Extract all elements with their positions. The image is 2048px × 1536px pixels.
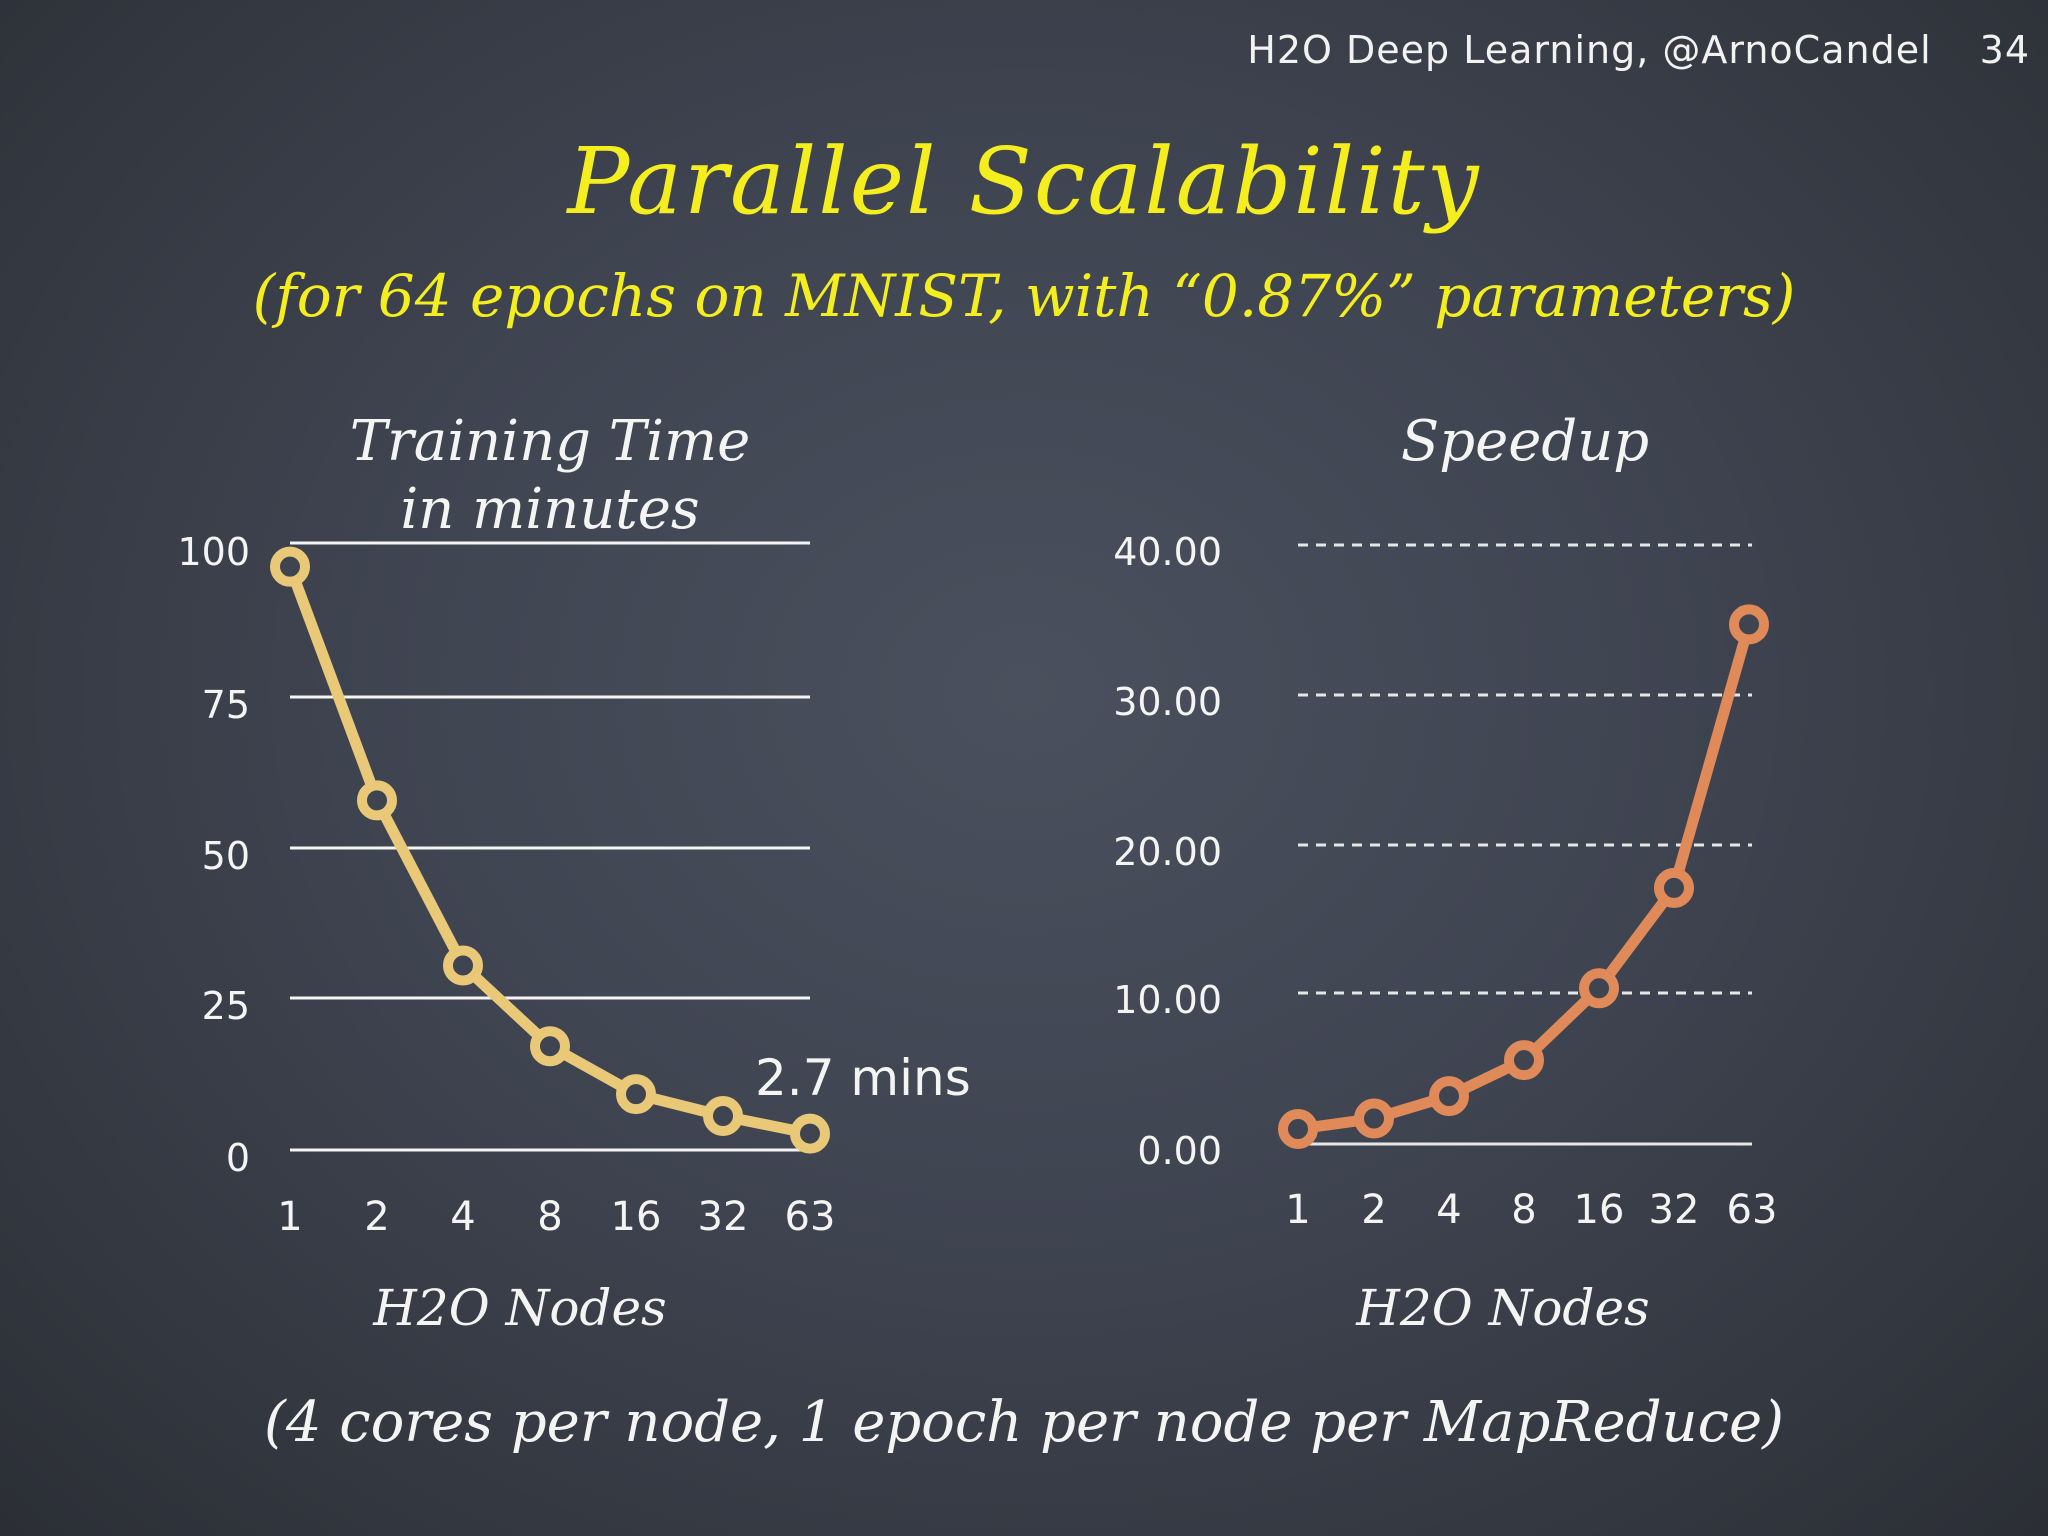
x-tick: 4 — [450, 1194, 475, 1240]
footnote: (4 cores per node, 1 epoch per node per … — [264, 1390, 1784, 1455]
data-point-marker — [1429, 1076, 1469, 1117]
slide-header: H2O Deep Learning, @ArnoCandel 34 — [1247, 28, 2030, 72]
slide-title: Parallel Scalability — [567, 128, 1481, 235]
training-time-series — [270, 546, 830, 1154]
data-point-marker — [1354, 1098, 1394, 1139]
data-point-marker — [443, 945, 483, 986]
x-tick: 1 — [277, 1194, 302, 1240]
speedup-gridlines — [1298, 543, 1752, 1146]
speedup-chart: 40.00 30.00 20.00 10.00 0.00 1 2 4 8 16 … — [1113, 530, 1777, 1337]
training-time-title-line2: in minutes — [400, 477, 700, 542]
final-time-annotation: 2.7 mins — [755, 1049, 971, 1107]
speedup-x-axis: 1 2 4 8 16 32 63 — [1285, 1187, 1777, 1233]
x-tick: 8 — [537, 1194, 562, 1240]
y-tick: 20.00 — [1113, 830, 1222, 874]
training-time-x-axis-title: H2O Nodes — [372, 1279, 666, 1337]
x-tick: 32 — [1649, 1187, 1700, 1233]
training-time-y-axis: 100 75 50 25 0 — [177, 530, 250, 1180]
x-tick: 8 — [1511, 1187, 1536, 1233]
x-tick: 1 — [1285, 1187, 1310, 1233]
training-time-title-line1: Training Time — [349, 409, 751, 474]
data-point-marker — [357, 780, 397, 821]
data-point-marker — [703, 1096, 743, 1137]
data-point-marker — [1504, 1040, 1544, 1081]
x-tick: 16 — [611, 1194, 662, 1240]
data-point-marker — [616, 1074, 656, 1115]
attribution: H2O Deep Learning, @ArnoCandel — [1247, 28, 1932, 72]
x-tick: 63 — [785, 1194, 836, 1240]
x-tick: 16 — [1574, 1187, 1625, 1233]
slide-subtitle: (for 64 epochs on MNIST, with “0.87%” pa… — [252, 262, 1796, 330]
slide-number: 34 — [1979, 28, 2030, 72]
data-point-marker — [530, 1026, 570, 1067]
speedup-chart-title: Speedup — [1400, 409, 1650, 474]
data-point-marker — [790, 1113, 830, 1154]
x-tick: 2 — [1361, 1187, 1386, 1233]
y-tick: 40.00 — [1113, 530, 1222, 574]
y-tick: 75 — [202, 683, 250, 727]
speedup-series — [1278, 604, 1769, 1150]
data-point-marker — [1579, 968, 1619, 1009]
data-point-marker — [1729, 604, 1769, 645]
speedup-x-axis-title: H2O Nodes — [1355, 1279, 1649, 1337]
x-tick: 4 — [1436, 1187, 1461, 1233]
y-tick: 25 — [202, 984, 250, 1028]
training-time-x-axis: 1 2 4 8 16 32 63 — [277, 1194, 835, 1240]
y-tick: 0.00 — [1137, 1129, 1222, 1173]
x-tick: 63 — [1727, 1187, 1778, 1233]
training-time-gridlines — [290, 541, 810, 1152]
data-point-marker — [270, 546, 310, 587]
y-tick: 30.00 — [1113, 680, 1222, 724]
x-tick: 32 — [698, 1194, 749, 1240]
data-point-marker — [1654, 867, 1694, 908]
y-tick: 100 — [177, 530, 250, 574]
data-point-marker — [1278, 1109, 1318, 1150]
training-time-chart-title: Training Time in minutes — [290, 408, 810, 544]
y-tick: 50 — [202, 834, 250, 878]
y-tick: 10.00 — [1113, 978, 1222, 1022]
speedup-y-axis: 40.00 30.00 20.00 10.00 0.00 — [1113, 530, 1222, 1173]
training-time-chart: 100 75 50 25 0 1 2 4 8 16 32 63 H2O Node… — [177, 530, 970, 1337]
x-tick: 2 — [364, 1194, 389, 1240]
y-tick: 0 — [226, 1136, 250, 1180]
